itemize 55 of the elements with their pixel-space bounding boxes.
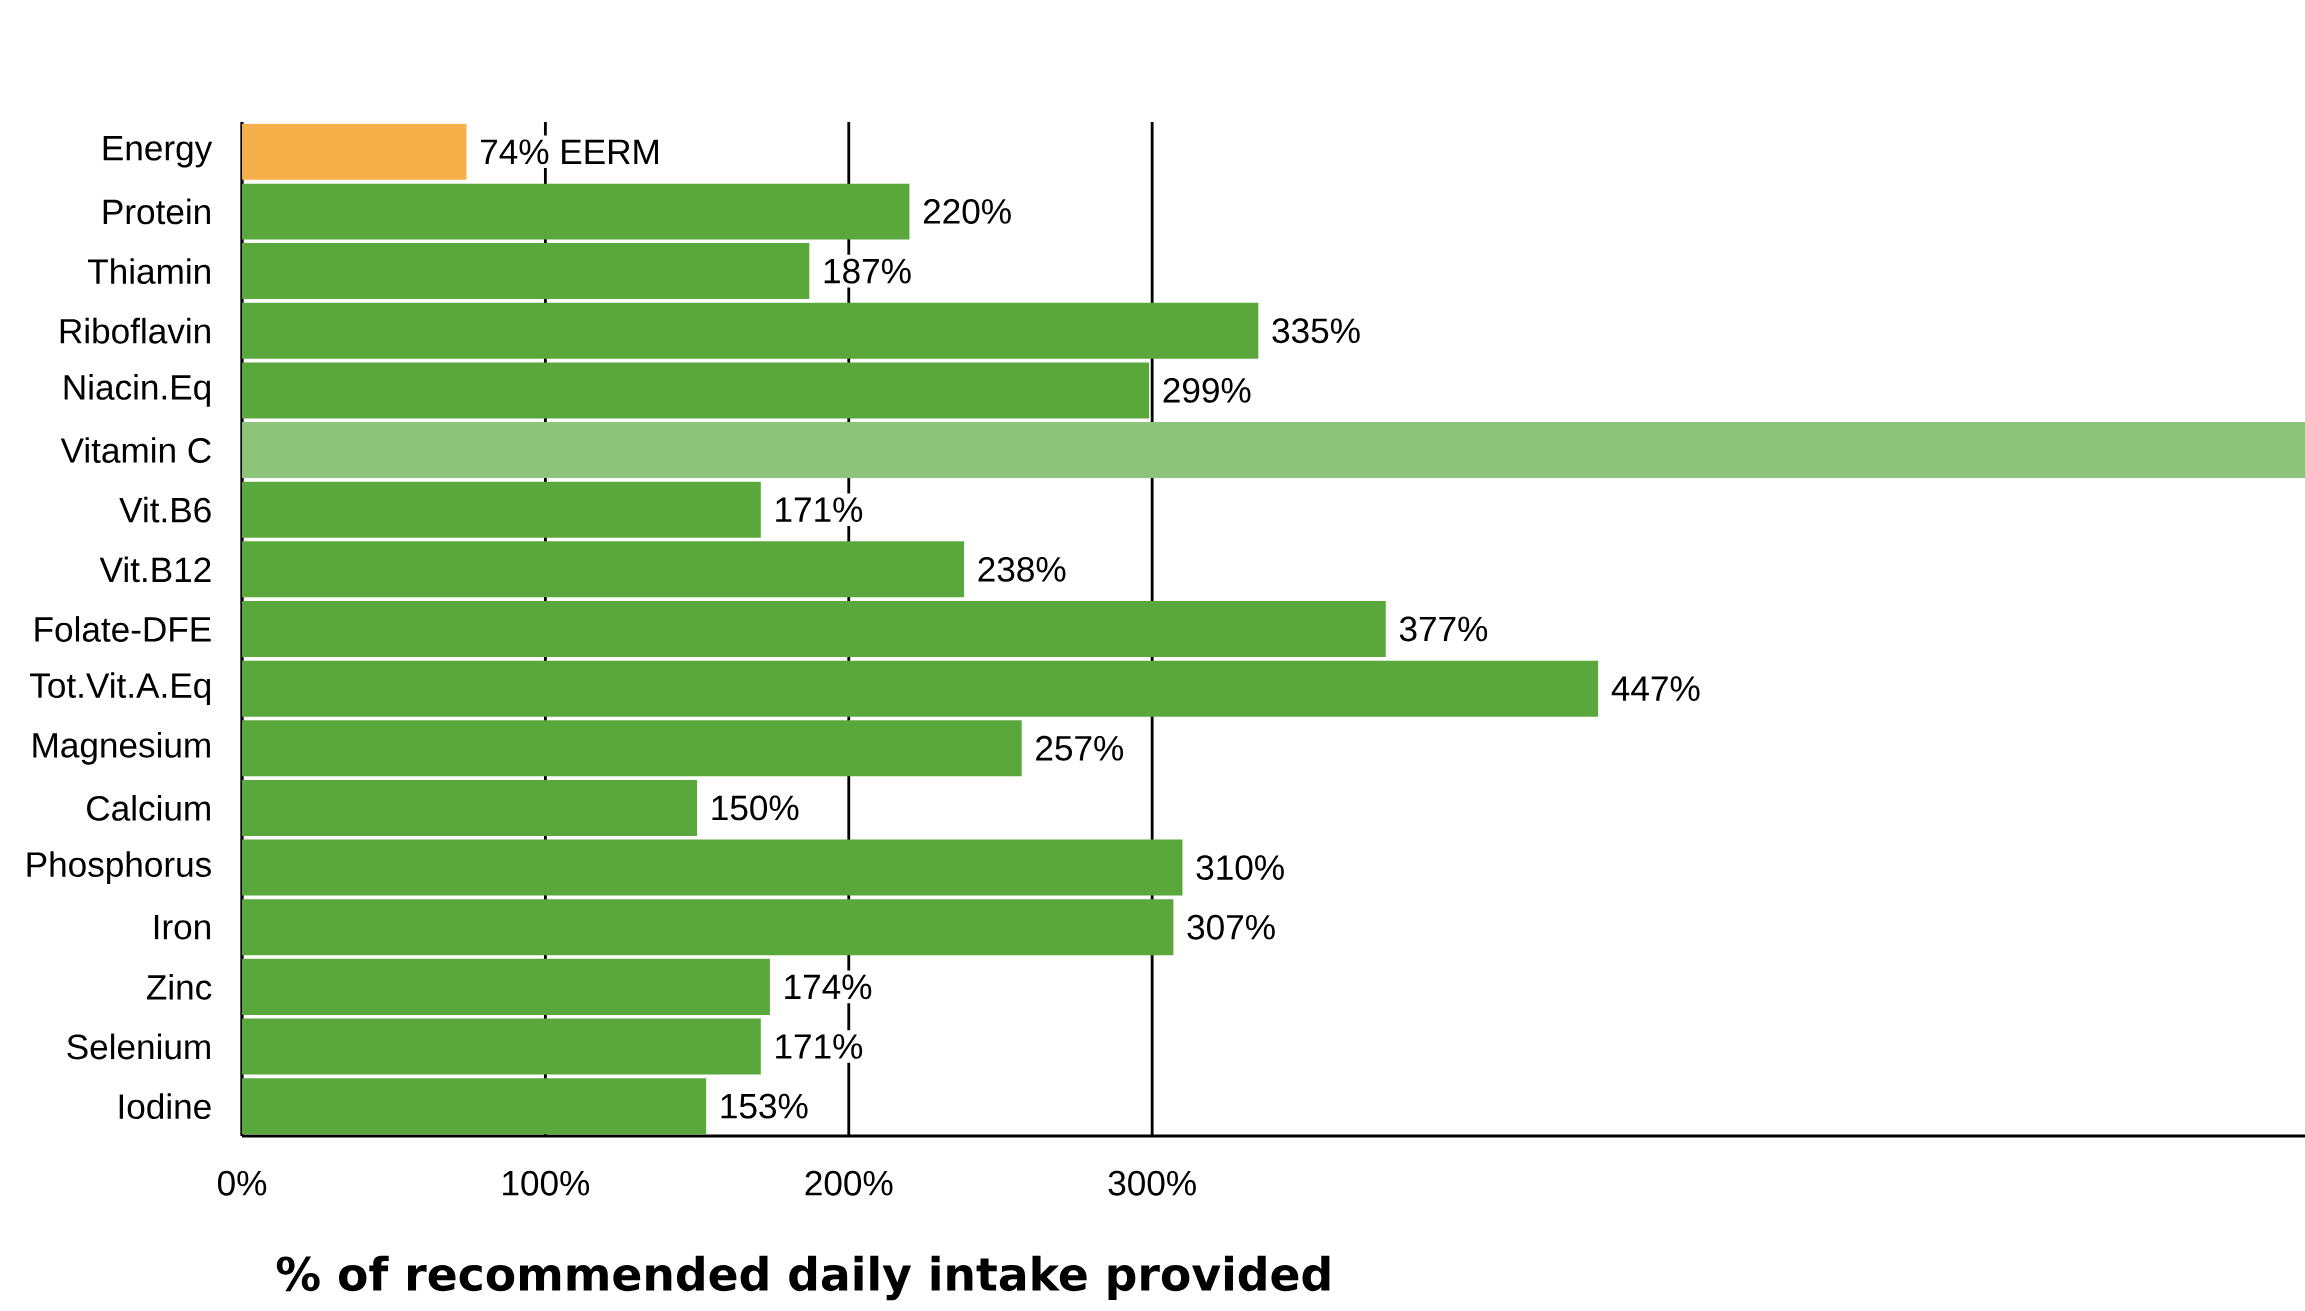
- y-tick-label: Magnesium: [33, 731, 210, 765]
- data-label: 310%: [1196, 855, 1284, 881]
- data-label: 257%: [1036, 735, 1124, 761]
- y-tick-label: Niacin.Eq: [64, 374, 210, 407]
- y-tick-label: Iron: [154, 914, 210, 940]
- bar: [242, 243, 810, 300]
- bar: [242, 601, 1386, 657]
- bar: [242, 899, 1174, 956]
- data-label: 171%: [776, 1034, 863, 1059]
- bar: [242, 541, 965, 598]
- data-label: 377%: [1399, 616, 1488, 642]
- data-label: 150%: [712, 795, 799, 821]
- bar: [242, 720, 1022, 777]
- data-label: 447%: [1611, 676, 1700, 701]
- y-tick-label: Vit.B6: [119, 496, 211, 523]
- data-label: 220%: [923, 199, 1011, 224]
- y-tick-label: Zinc: [146, 973, 212, 1000]
- y-tick-label: Tot.Vit.A.Eq: [30, 672, 211, 706]
- x-tick-label: 300%: [1108, 1170, 1196, 1196]
- data-label: 238%: [978, 556, 1066, 582]
- bar: [242, 779, 698, 836]
- x-axis-title: % of recommended daily intake provided: [276, 1255, 1330, 1301]
- y-tick-label: Calcium: [87, 795, 210, 821]
- y-tick-label: Riboflavin: [60, 317, 210, 344]
- data-label: 299%: [1163, 377, 1251, 403]
- y-tick-label: Protein: [103, 198, 210, 225]
- x-tick-label: 0%: [217, 1170, 267, 1196]
- y-tick-label: Thiamin: [88, 258, 210, 285]
- bar: [242, 1018, 761, 1075]
- bar: [242, 660, 1599, 717]
- y-tick-label: Folate-DFE: [35, 616, 211, 642]
- bar: [242, 481, 761, 538]
- data-label: 171%: [776, 497, 863, 523]
- bar: [242, 422, 2305, 479]
- bar: [242, 958, 770, 1015]
- data-label: 174%: [785, 974, 872, 1000]
- bar: [242, 123, 467, 180]
- data-label: 187%: [824, 258, 911, 284]
- data-label: 307%: [1187, 914, 1275, 940]
- x-tick-label: 100%: [503, 1170, 590, 1196]
- bar: [242, 839, 1183, 896]
- data-label: 153%: [721, 1093, 808, 1119]
- y-tick-label: Vit.B12: [99, 556, 211, 583]
- y-tick-label: Energy: [103, 136, 213, 168]
- bar: [242, 302, 1259, 359]
- bar: [242, 183, 910, 240]
- y-tick-label: Vitamin C: [60, 437, 211, 463]
- y-tick-label: Selenium: [67, 1033, 210, 1060]
- x-tick-label: 200%: [805, 1170, 893, 1196]
- y-tick-label: Phosphorus: [27, 851, 211, 884]
- y-tick-label: Iodine: [119, 1093, 211, 1120]
- data-label: 335%: [1272, 318, 1360, 344]
- bar: [242, 362, 1150, 419]
- data-label: 74% EERM: [481, 139, 658, 165]
- bar: [242, 1078, 707, 1135]
